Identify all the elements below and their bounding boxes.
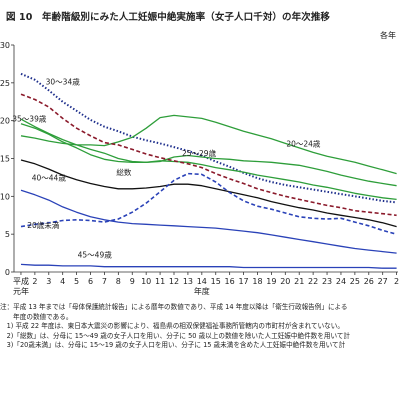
x-tick-label: 2: [32, 277, 37, 286]
x-tick-label: 5: [74, 277, 79, 286]
series-line-9: [20, 189, 397, 254]
series-line-7: [20, 172, 397, 235]
x-tick-label: 11: [155, 277, 165, 286]
figure-title: 図 10 年齢階級別にみた人工妊娠中絶実施率（女子人口千対）の年次推移: [6, 12, 331, 23]
x-tick-label: 13: [183, 277, 193, 286]
x-axis-label: 年度: [194, 286, 210, 296]
x-tick-label: 27: [378, 277, 388, 286]
x-tick-label: 6: [88, 277, 93, 286]
footnote: 2)「総数」は、分母に 15～49 歳の女子人口を用い、分子に 50 歳以上の数…: [0, 331, 351, 340]
series-label: 総数: [116, 167, 131, 177]
x-tick-label: 平成: [13, 276, 29, 286]
footnote: 年度の数値である。: [0, 312, 73, 321]
y-tick-label: 30: [0, 41, 10, 50]
x-tick-label: 12: [169, 277, 179, 286]
x-tick-label: 2: [394, 277, 399, 286]
series-label: 20～24歳: [286, 138, 321, 148]
x-tick-label: 20: [280, 277, 290, 286]
series-label: 20歳未満: [27, 220, 60, 230]
y-tick-label: 25: [0, 79, 10, 88]
x-tick-label: 23: [322, 277, 332, 286]
x-tick-label: 17: [238, 277, 248, 286]
series-line-4: [20, 123, 397, 187]
x-tick-label: 24: [336, 277, 346, 286]
x-tick-label: 8: [116, 277, 121, 286]
x-tick-label: 21: [294, 277, 304, 286]
y-tick-label: 5: [5, 230, 10, 239]
x-tick-label: 16: [225, 277, 235, 286]
series-line-5: [20, 93, 397, 217]
x-tick-label: 3: [46, 277, 51, 286]
series-label: 30～34歳: [46, 76, 81, 86]
x-tick-label: 10: [141, 277, 151, 286]
series-line-3: [20, 114, 397, 175]
y-tick-label: 15: [0, 155, 10, 164]
x-tick-label: 26: [364, 277, 374, 286]
x-tick-label: 18: [252, 277, 262, 286]
x-tick-label: 14: [197, 277, 207, 286]
series-line-6: [20, 159, 397, 228]
x-tick-label: 22: [308, 277, 318, 286]
series-label: 25～29歳: [182, 148, 217, 158]
y-tick-label: 10: [0, 192, 10, 201]
x-tick-label: 15: [211, 277, 221, 286]
footnotes: 注：平成 13 年までは「母体保護統計報告」による暦年の数値であり、平成 14 …: [0, 303, 400, 351]
y-tick-label: 20: [0, 117, 10, 126]
series-label: 35～39歳: [12, 113, 47, 123]
x-tick-label: 7: [102, 277, 107, 286]
series-label: 40～44歳: [32, 172, 67, 182]
y-tick-label: 0: [5, 268, 10, 277]
x-tick-label: 9: [130, 277, 135, 286]
series-line-1: [20, 72, 397, 204]
x-tick-label: 25: [350, 277, 360, 286]
series-line-2: [20, 118, 397, 201]
footnote: 3)「20歳未満」は、分母に 15～19 歳の女子人口を用い、分子に 15 歳未…: [0, 341, 346, 350]
x-tick-label: 4: [60, 277, 65, 286]
x-tick-label: 元年: [13, 286, 29, 296]
chart-series: [20, 72, 397, 269]
unit-note: 各年: [380, 31, 396, 40]
footnote: 1) 平成 22 年度は、東日本大震災の影響により、福島県の相双保健福祉事務所管…: [0, 322, 344, 331]
series-line-8: [20, 263, 397, 269]
footnote: 注：平成 13 年までは「母体保護統計報告」による暦年の数値であり、平成 14 …: [0, 303, 348, 311]
series-label: 45～49歳: [78, 250, 113, 260]
x-tick-label: 19: [266, 277, 276, 286]
